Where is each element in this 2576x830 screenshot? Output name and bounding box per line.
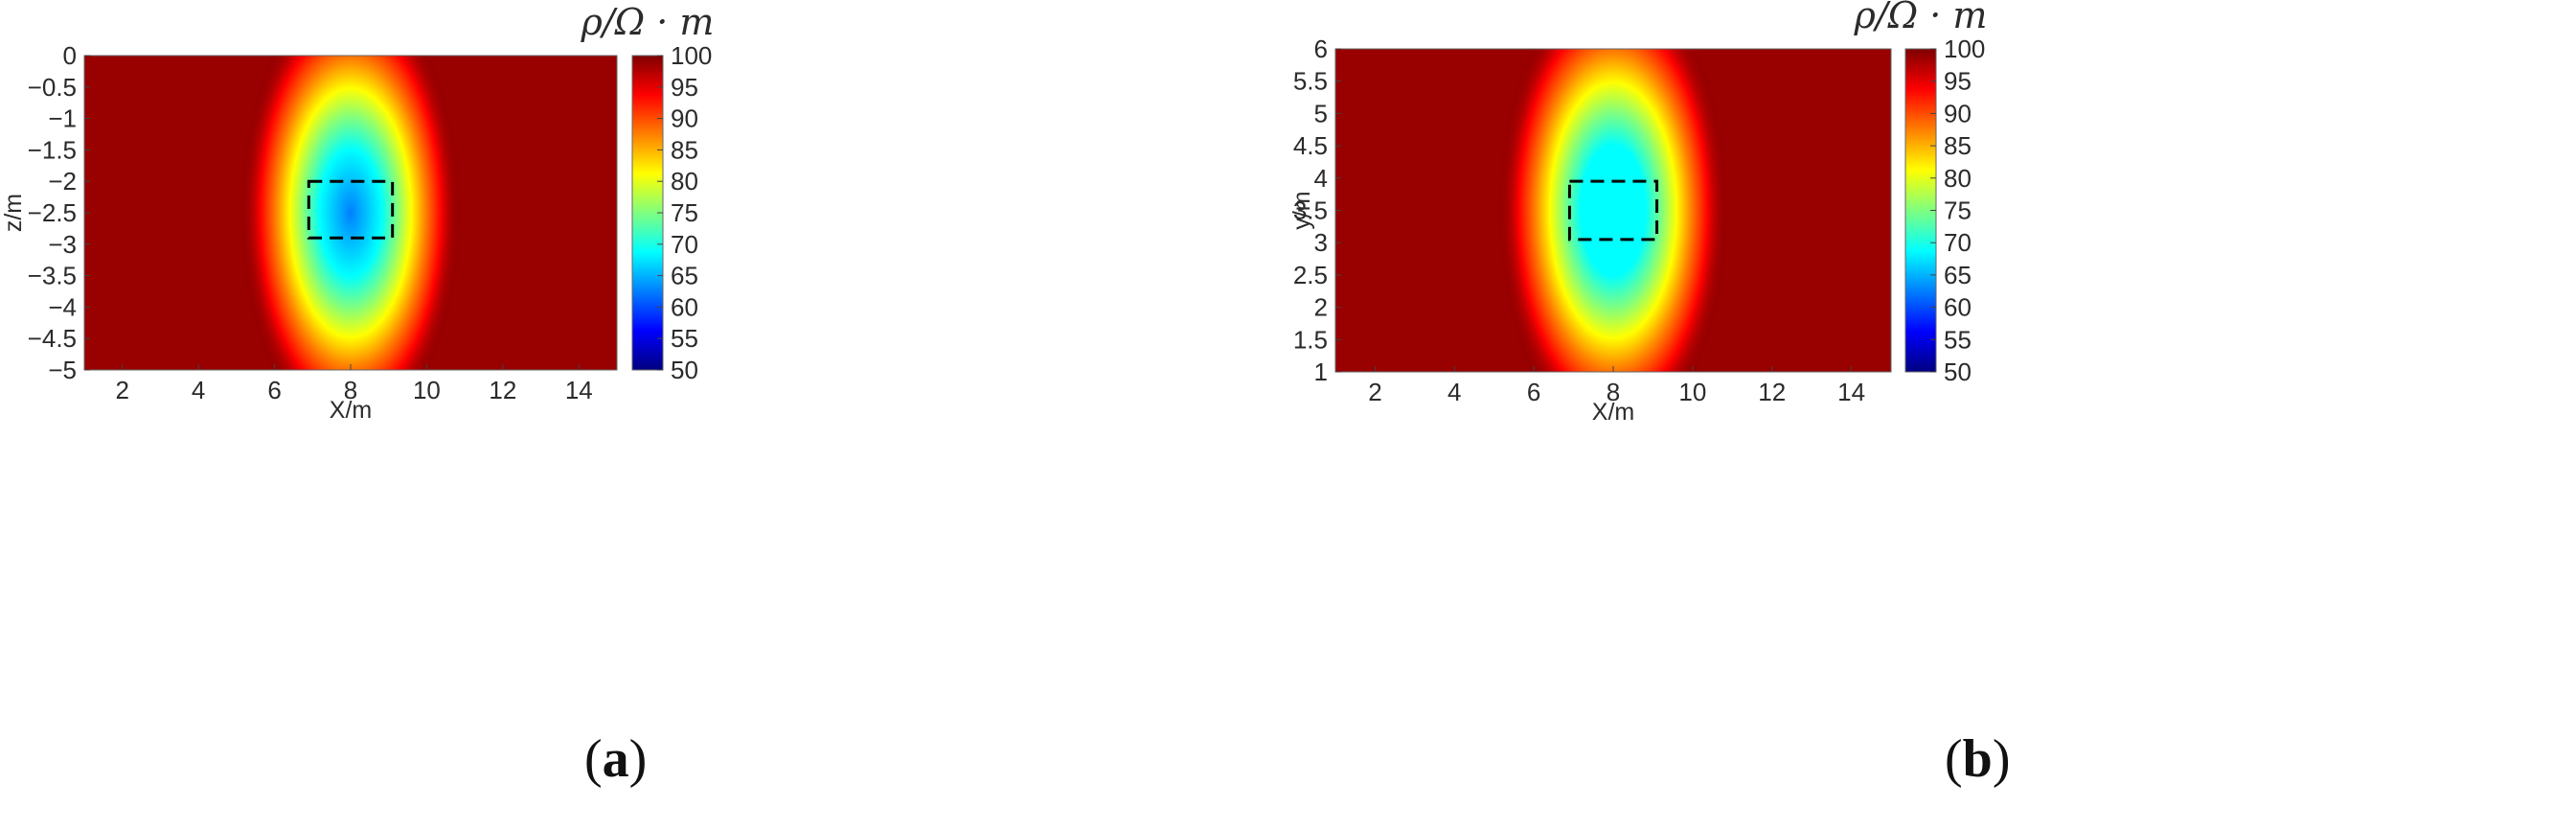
caption-b: (b) [1945,729,2011,789]
y-tick-label: 4.5 [1293,131,1328,160]
colorbar-tick-label: 65 [671,262,698,290]
x-tick-label: 6 [267,376,281,404]
anomaly-dashed-box [307,179,395,240]
y-tick-label: −2 [48,167,77,196]
caption-a: (a) [584,729,648,789]
y-tick-label: −1.5 [28,135,77,164]
y-tick-label: −4 [48,292,77,321]
y-tick-label: −3 [48,230,77,259]
x-tick-label: 10 [1678,378,1706,406]
colorbar-tick-label: 90 [671,104,698,133]
colorbar-tick-label: 90 [1944,99,1972,127]
y-tick-label: 3 [1314,228,1328,257]
y-tick-label: −4.5 [28,324,77,353]
panel-b: 2 4 6 8 10 12 14 6 5.5 5 4.5 4 3.5 3 2.5 2 1.5 1 X/m y/m 100… [1288,0,2576,830]
colorbar-tick-label: 55 [671,324,698,353]
colorbar-tick-label: 80 [671,167,698,196]
x-tick-label: 14 [1837,378,1865,406]
y-tick-label: −2.5 [28,198,77,227]
colorbar-tick-label: 65 [1944,261,1972,289]
colorbar-tick-label: 75 [671,198,698,227]
colorbar-tick-label: 70 [671,230,698,259]
x-tick-label: 2 [1368,378,1381,406]
colorbar-tick-label: 50 [1944,357,1972,386]
heatmap-chart-a: 2 4 6 8 10 12 14 0 −0.5−1−1.5 −2−2.5 −3 −3.5−4 −4.5 −… [0,1,715,424]
y-tick-label: 0 [63,41,77,70]
y-tick-label: 5.5 [1293,67,1328,96]
colorbar-tick-label: 70 [1944,228,1972,257]
x-tick-label: 4 [1448,378,1461,406]
x-tick-label: 6 [1527,378,1540,406]
x-tick-label: 14 [565,376,593,404]
anomaly-group [1497,49,1729,372]
anomaly-group [239,56,462,370]
y-tick-label: 1 [1314,357,1328,386]
colorbar-tick-label: 50 [671,356,698,384]
y-axis-label: y/m [1288,191,1315,229]
colorbar-label: ρ/Ω · m [581,1,715,43]
colorbar-tick-label: 85 [1944,131,1972,160]
colorbar-tick-label: 60 [671,292,698,321]
colorbar-tick-label: 60 [1944,293,1972,322]
x-tick-label: 4 [192,376,205,404]
y-tick-label: −5 [48,356,77,384]
colorbar-tick-label: 100 [1944,35,1985,63]
x-tick-label: 8 [1607,378,1620,406]
y-tick-label: 2.5 [1293,261,1328,289]
y-tick-label: 5 [1314,99,1328,127]
x-axis-label: X/m [1592,399,1634,426]
y-tick-label: 4 [1314,164,1328,193]
x-tick-label: 10 [413,376,441,404]
x-tick-label: 2 [115,376,128,404]
anomaly-dashed-box [1567,179,1659,242]
y-tick-label: 1.5 [1293,325,1328,354]
y-axis-label: z/m [0,194,27,232]
panel-a: 2 4 6 8 10 12 14 0 −0.5 −1 −1.5 −2 −2.5 −3 −3.5 −4 −4.5 −… [0,1,715,789]
x-tick-label: 12 [489,376,516,404]
colorbar-tick-label: 95 [671,73,698,102]
colorbar-tick-label: 80 [1944,164,1972,193]
y-tick-label: 2 [1314,293,1328,322]
y-tick-label: −0.5 [28,73,77,102]
colorbar-tick-label: 100 [671,41,712,70]
colorbar-tick-label: 95 [1944,67,1972,96]
anomaly-field [239,56,462,370]
y-tick-label: −1 [48,104,77,133]
anomaly-field [1497,49,1729,372]
colorbar-tick-label: 85 [671,135,698,164]
x-axis-label: X/m [330,397,372,424]
y-tick-label: −3.5 [28,262,77,290]
colorbar-label: ρ/Ω · m [1854,0,1988,36]
heatmap-chart-b: 2 4 6 8 10 12 14 6 5.5 5 4.5 4 3.5 3 2.5 2 1.5 1 X/m y/m 100… [1288,0,1988,426]
colorbar-tick-label: 55 [1944,325,1972,354]
y-tick-label: 3.5 [1293,196,1328,225]
x-tick-label: 8 [344,376,357,404]
x-tick-label: 12 [1758,378,1786,406]
y-tick-label: 6 [1314,35,1328,63]
colorbar-tick-label: 75 [1944,196,1972,225]
